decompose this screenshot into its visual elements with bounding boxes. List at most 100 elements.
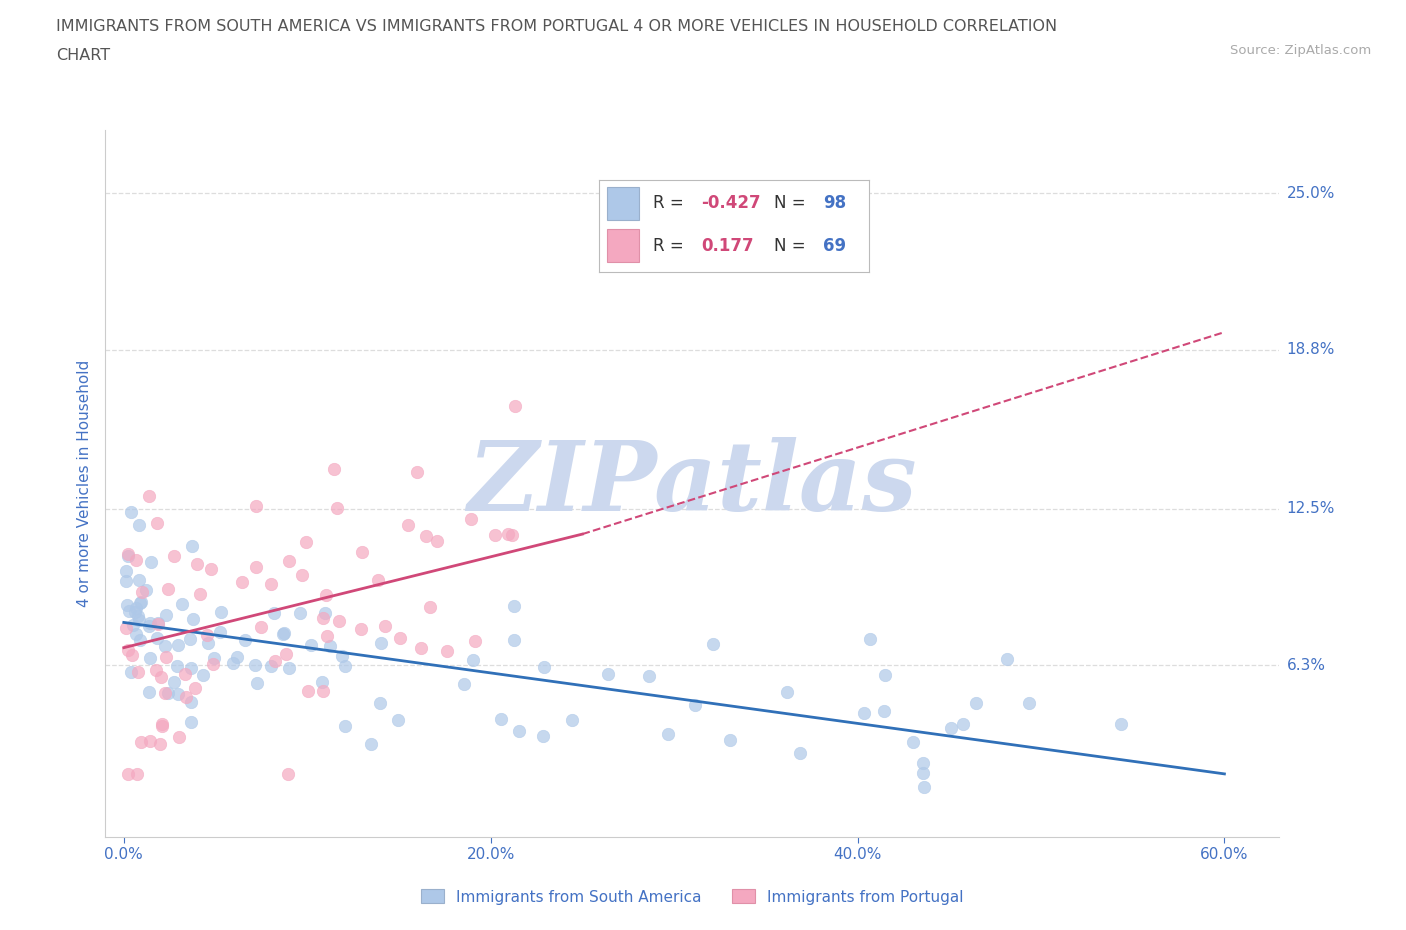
Point	[117, 546, 139, 561]
Point	[121, 647, 143, 662]
Point	[183, 681, 205, 696]
Point	[173, 667, 195, 682]
Point	[149, 670, 172, 684]
Point	[128, 596, 150, 611]
Point	[128, 613, 150, 628]
Y-axis label: 4 or more Vehicles in Household: 4 or more Vehicles in Household	[76, 360, 91, 607]
Point	[496, 527, 519, 542]
Text: R =: R =	[652, 237, 689, 256]
Point	[114, 574, 136, 589]
Point	[200, 562, 222, 577]
Point	[125, 766, 148, 781]
Point	[150, 716, 173, 731]
Point	[911, 765, 934, 780]
Point	[561, 712, 583, 727]
Text: CHART: CHART	[56, 48, 110, 63]
Point	[531, 728, 554, 743]
Point	[312, 684, 335, 698]
Point	[350, 621, 373, 636]
Point	[222, 656, 245, 671]
Point	[197, 635, 219, 650]
Point	[118, 604, 141, 618]
Point	[148, 737, 170, 751]
Point	[370, 635, 392, 650]
Point	[328, 614, 350, 629]
Point	[180, 714, 202, 729]
Point	[702, 637, 724, 652]
Point	[912, 779, 935, 794]
Point	[129, 734, 152, 749]
Point	[533, 659, 555, 674]
Point	[312, 611, 335, 626]
Point	[273, 625, 295, 640]
Point	[150, 718, 173, 733]
Point	[276, 646, 298, 661]
Point	[120, 504, 142, 519]
Point	[325, 500, 347, 515]
Point	[776, 684, 799, 699]
Point	[125, 601, 148, 616]
Point	[405, 465, 427, 480]
Point	[155, 649, 177, 664]
Point	[225, 650, 247, 665]
Bar	[606, 187, 640, 220]
Point	[209, 604, 232, 619]
Point	[139, 616, 162, 631]
Point	[117, 766, 139, 781]
Point	[156, 581, 179, 596]
Point	[115, 564, 138, 578]
Point	[128, 573, 150, 588]
Point	[245, 498, 267, 513]
Point	[117, 643, 139, 658]
Point	[489, 711, 512, 726]
Point	[129, 632, 152, 647]
Point	[155, 639, 177, 654]
Point	[179, 631, 201, 646]
Point	[503, 598, 526, 613]
Point	[170, 596, 193, 611]
Point	[167, 637, 190, 652]
Point	[246, 675, 269, 690]
Point	[138, 489, 160, 504]
Point	[859, 631, 882, 646]
Point	[903, 735, 925, 750]
Point	[231, 575, 253, 590]
Point	[166, 658, 188, 673]
Text: 98: 98	[823, 194, 846, 212]
Point	[789, 745, 811, 760]
Point	[596, 666, 619, 681]
Point	[502, 633, 524, 648]
Point	[503, 399, 526, 414]
Text: R =: R =	[652, 194, 689, 212]
Point	[426, 534, 449, 549]
Point	[368, 696, 391, 711]
Point	[367, 573, 389, 588]
Point	[146, 631, 169, 645]
Point	[146, 516, 169, 531]
Point	[277, 553, 299, 568]
Point	[1109, 717, 1132, 732]
Point	[188, 587, 211, 602]
Point	[333, 719, 356, 734]
Point	[965, 696, 987, 711]
Point	[852, 706, 875, 721]
Point	[148, 617, 170, 631]
Point	[463, 653, 485, 668]
Point	[141, 555, 163, 570]
Text: 6.3%: 6.3%	[1286, 658, 1326, 672]
Point	[1018, 696, 1040, 711]
Point	[166, 686, 188, 701]
Point	[193, 668, 215, 683]
Point	[411, 641, 433, 656]
Point	[169, 730, 191, 745]
Text: Source: ZipAtlas.com: Source: ZipAtlas.com	[1230, 44, 1371, 57]
Point	[180, 661, 202, 676]
Point	[501, 527, 523, 542]
Point	[683, 698, 706, 712]
Legend: Immigrants from South America, Immigrants from Portugal: Immigrants from South America, Immigrant…	[415, 884, 970, 910]
Text: 0.177: 0.177	[702, 237, 754, 256]
Point	[299, 638, 322, 653]
Text: N =: N =	[775, 237, 811, 256]
Point	[186, 556, 208, 571]
Point	[243, 658, 266, 672]
